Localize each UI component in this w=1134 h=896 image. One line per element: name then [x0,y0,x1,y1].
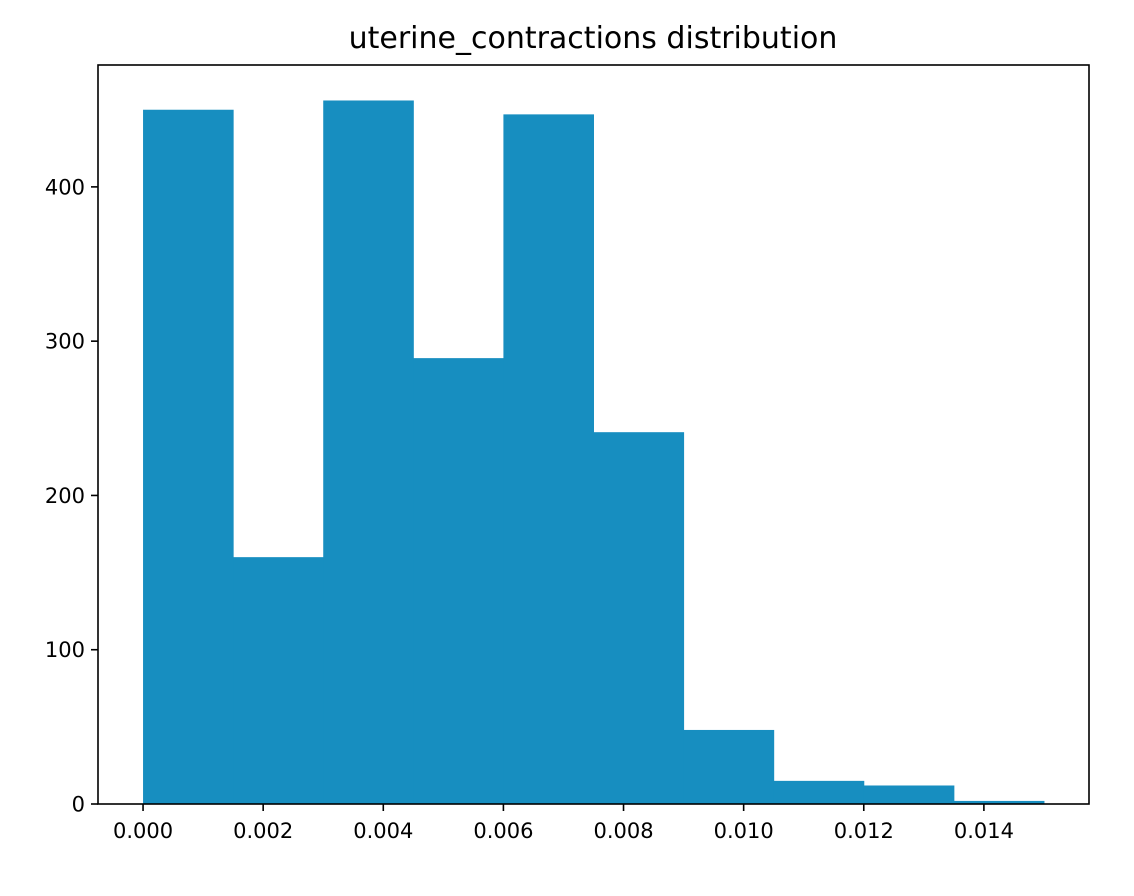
histogram-bar-8 [863,785,955,804]
histogram-bar-1 [233,557,324,804]
y-tick-label: 100 [45,638,85,662]
x-tick-label: 0.006 [473,819,533,843]
y-tick-label: 300 [45,330,85,354]
y-tick-label: 0 [72,793,85,817]
histogram-bar-2 [323,100,414,804]
x-tick-label: 0.012 [834,819,894,843]
histogram-bar-9 [953,800,1045,804]
x-tick-label: 0.014 [954,819,1014,843]
axes-frame [97,64,1090,805]
x-tick-label: 0.010 [714,819,774,843]
chart-title: uterine_contractions distribution [349,21,838,56]
x-tick-label: 0.008 [593,819,653,843]
x-axis-ticks: 0.000 0.002 0.004 0.006 0.008 0.010 0.012 0.014 [113,804,1014,843]
y-axis-ticks: 0 100 200 300 400 [45,175,98,817]
x-tick-label: 0.004 [353,819,413,843]
histogram-bar-4 [503,114,594,805]
histogram-bar-0 [143,109,234,804]
y-tick-label: 400 [45,175,85,199]
histogram-bar-5 [593,432,685,804]
x-tick-label: 0.002 [233,819,293,843]
histogram-bar-7 [773,780,865,804]
histogram-bars [143,100,1045,805]
y-tick-label: 200 [45,484,85,508]
x-tick-label: 0.000 [113,819,173,843]
histogram-bar-6 [683,729,775,804]
histogram-bar-3 [413,358,504,804]
